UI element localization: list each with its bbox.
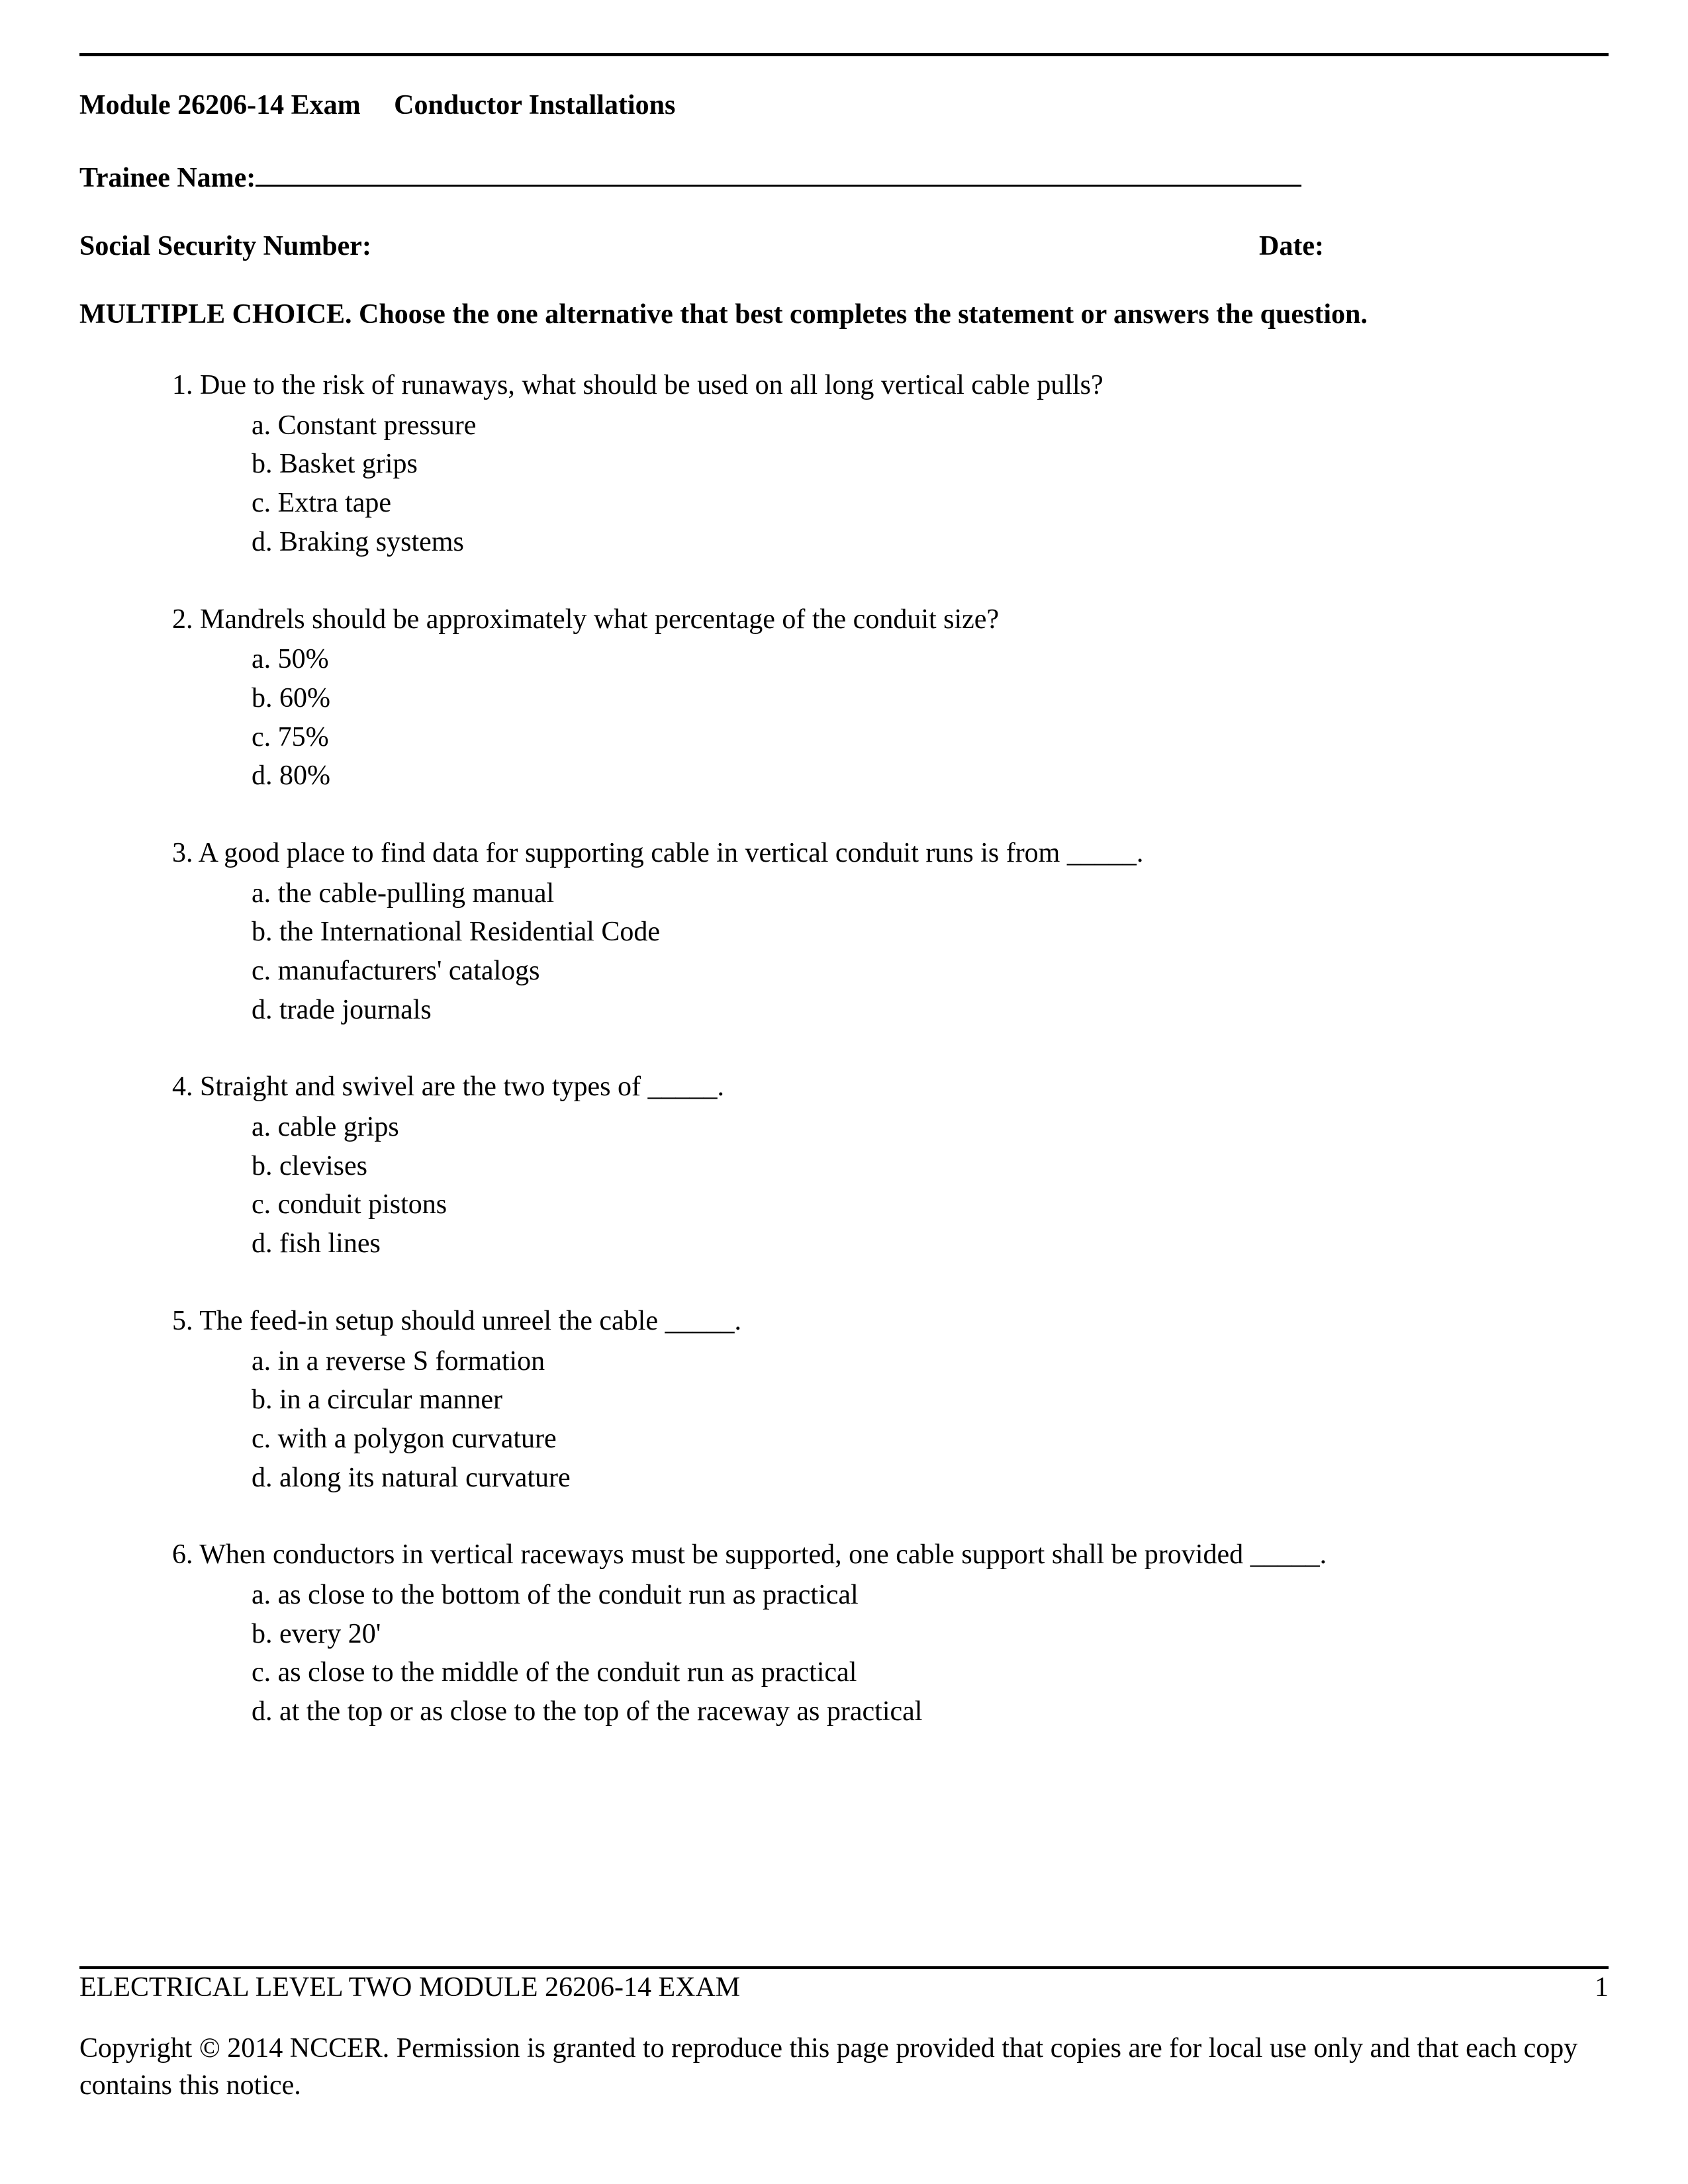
choice[interactable]: b. in a circular manner bbox=[252, 1381, 1609, 1419]
choice[interactable]: a. cable grips bbox=[252, 1109, 1609, 1146]
module-title: Conductor Installations bbox=[394, 90, 675, 120]
choice[interactable]: d. along its natural curvature bbox=[252, 1459, 1609, 1497]
choice[interactable]: c. 75% bbox=[252, 719, 1609, 756]
choice[interactable]: c. with a polygon curvature bbox=[252, 1420, 1609, 1458]
choice[interactable]: d. at the top or as close to the top of … bbox=[252, 1693, 1609, 1731]
choice[interactable]: b. the International Residential Code bbox=[252, 913, 1609, 951]
header-line: Module 26206-14 Exam Conductor Installat… bbox=[79, 89, 1609, 121]
choice[interactable]: a. Constant pressure bbox=[252, 407, 1609, 445]
instructions: MULTIPLE CHOICE. Choose the one alternat… bbox=[79, 298, 1609, 330]
choice-list: a. in a reverse S formationb. in a circu… bbox=[172, 1343, 1609, 1497]
question-stem: 6. When conductors in vertical raceways … bbox=[172, 1536, 1609, 1574]
date-label: Date: bbox=[1259, 230, 1324, 262]
choice[interactable]: a. 50% bbox=[252, 641, 1609, 678]
choice[interactable]: d. 80% bbox=[252, 757, 1609, 795]
choice[interactable]: a. as close to the bottom of the conduit… bbox=[252, 1576, 1609, 1614]
choice[interactable]: d. Braking systems bbox=[252, 523, 1609, 561]
footer: ELECTRICAL LEVEL TWO MODULE 26206-14 EXA… bbox=[79, 1966, 1609, 2105]
choice[interactable]: d. trade journals bbox=[252, 991, 1609, 1029]
choice-list: a. cable gripsb. clevisesc. conduit pist… bbox=[172, 1109, 1609, 1263]
exam-page: Module 26206-14 Exam Conductor Installat… bbox=[0, 0, 1688, 2184]
question-stem: 3. A good place to find data for support… bbox=[172, 835, 1609, 872]
choice[interactable]: a. the cable-pulling manual bbox=[252, 875, 1609, 913]
question: 3. A good place to find data for support… bbox=[172, 835, 1609, 1028]
question: 2. Mandrels should be approximately what… bbox=[172, 601, 1609, 795]
question: 1. Due to the risk of runaways, what sho… bbox=[172, 367, 1609, 561]
footer-page-number: 1 bbox=[1595, 1972, 1609, 2003]
question: 6. When conductors in vertical raceways … bbox=[172, 1536, 1609, 1730]
choice-list: a. as close to the bottom of the conduit… bbox=[172, 1576, 1609, 1731]
choice[interactable]: a. in a reverse S formation bbox=[252, 1343, 1609, 1381]
ssn-label: Social Security Number: bbox=[79, 230, 371, 262]
top-rule bbox=[79, 53, 1609, 56]
trainee-name-blank[interactable] bbox=[256, 158, 1301, 187]
question: 5. The feed-in setup should unreel the c… bbox=[172, 1302, 1609, 1496]
choice[interactable]: b. every 20' bbox=[252, 1615, 1609, 1653]
question-list: 1. Due to the risk of runaways, what sho… bbox=[79, 367, 1609, 1731]
question-stem: 2. Mandrels should be approximately what… bbox=[172, 601, 1609, 639]
choice[interactable]: c. manufacturers' catalogs bbox=[252, 952, 1609, 990]
choice-list: a. the cable-pulling manualb. the Intern… bbox=[172, 875, 1609, 1029]
choice[interactable]: c. conduit pistons bbox=[252, 1186, 1609, 1224]
copyright-notice: Copyright © 2014 NCCER. Permission is gr… bbox=[79, 2030, 1609, 2105]
choice[interactable]: b. 60% bbox=[252, 680, 1609, 717]
choice[interactable]: b. Basket grips bbox=[252, 445, 1609, 483]
choice[interactable]: c. Extra tape bbox=[252, 484, 1609, 522]
question-stem: 1. Due to the risk of runaways, what sho… bbox=[172, 367, 1609, 404]
choice[interactable]: d. fish lines bbox=[252, 1225, 1609, 1263]
footer-left: ELECTRICAL LEVEL TWO MODULE 26206-14 EXA… bbox=[79, 1972, 740, 2003]
trainee-name-row: Trainee Name: bbox=[79, 158, 1609, 194]
question: 4. Straight and swivel are the two types… bbox=[172, 1068, 1609, 1262]
question-stem: 4. Straight and swivel are the two types… bbox=[172, 1068, 1609, 1106]
choice[interactable]: c. as close to the middle of the conduit… bbox=[252, 1654, 1609, 1692]
ssn-date-row: Social Security Number: Date: bbox=[79, 230, 1609, 262]
question-stem: 5. The feed-in setup should unreel the c… bbox=[172, 1302, 1609, 1340]
footer-rule bbox=[79, 1966, 1609, 1969]
ssn-field: Social Security Number: bbox=[79, 230, 901, 262]
choice-list: a. 50%b. 60%c. 75%d. 80% bbox=[172, 641, 1609, 795]
footer-line: ELECTRICAL LEVEL TWO MODULE 26206-14 EXA… bbox=[79, 1972, 1609, 2003]
choice[interactable]: b. clevises bbox=[252, 1148, 1609, 1185]
date-field: Date: bbox=[1259, 230, 1609, 262]
module-code: Module 26206-14 Exam bbox=[79, 90, 361, 120]
trainee-name-label: Trainee Name: bbox=[79, 162, 256, 194]
choice-list: a. Constant pressureb. Basket gripsc. Ex… bbox=[172, 407, 1609, 561]
